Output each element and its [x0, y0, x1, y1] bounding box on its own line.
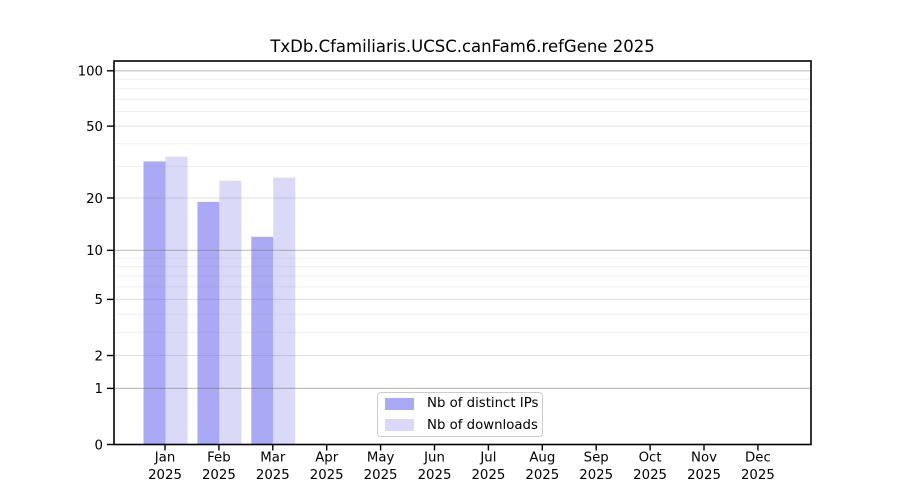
legend-swatch [385, 419, 414, 432]
x-tick-label-year-aug: 2025 [525, 468, 559, 483]
y-tick-label-100: 100 [78, 65, 103, 80]
x-tick-label-month-oct: Oct [639, 451, 662, 466]
bar-nb-of-distinct-ips-mar [251, 236, 274, 445]
y-tick-label-5: 5 [95, 293, 103, 308]
y-tick-label-50: 50 [86, 120, 103, 135]
x-tick-label-year-mar: 2025 [256, 468, 290, 483]
x-tick-label-year-feb: 2025 [202, 468, 236, 483]
x-tick-label-month-feb: Feb [207, 451, 231, 466]
legend-swatch [385, 397, 414, 410]
y-tick-label-2: 2 [95, 349, 103, 364]
x-tick-label-month-jul: Jul [479, 451, 496, 466]
x-tick-label-year-apr: 2025 [310, 468, 344, 483]
x-tick-label-month-mar: Mar [260, 451, 286, 466]
x-tick-label-year-jun: 2025 [418, 468, 452, 483]
legend-row: Nb of distinct IPs [385, 393, 542, 415]
bar-nb-of-distinct-ips-feb [197, 201, 220, 445]
x-tick-label-month-dec: Dec [745, 451, 771, 466]
x-tick-label-year-may: 2025 [364, 468, 398, 483]
y-tick-label-0: 0 [95, 438, 103, 453]
plot-border [113, 60, 812, 446]
bar-nb-of-downloads-mar [273, 177, 296, 445]
x-tick-label-year-jul: 2025 [471, 468, 505, 483]
y-tick-label-10: 10 [86, 244, 103, 259]
x-tick-label-month-apr: Apr [315, 451, 339, 466]
x-tick-label-month-jan: Jan [154, 451, 176, 466]
legend-label: Nb of distinct IPs [427, 396, 539, 412]
x-tick-label-month-sep: Sep [584, 451, 609, 466]
x-tick-label-month-may: May [367, 451, 395, 466]
bar-nb-of-downloads-feb [219, 180, 242, 445]
bar-nb-of-distinct-ips-jan [143, 161, 166, 445]
x-tick-label-month-nov: Nov [691, 451, 717, 466]
legend: Nb of distinct IPs Nb of downloads [377, 392, 543, 437]
x-tick-label-year-sep: 2025 [579, 468, 613, 483]
x-tick-label-year-dec: 2025 [741, 468, 775, 483]
y-tick-label-20: 20 [86, 192, 103, 207]
x-tick-label-month-aug: Aug [529, 451, 555, 466]
legend-row: Nb of downloads [385, 415, 542, 437]
bar-nb-of-downloads-jan [165, 156, 188, 445]
chart-title: TxDb.Cfamiliaris.UCSC.canFam6.refGene 20… [270, 37, 655, 56]
x-tick-label-year-oct: 2025 [633, 468, 667, 483]
x-tick-label-year-nov: 2025 [687, 468, 721, 483]
y-tick-label-1: 1 [95, 382, 103, 397]
x-tick-label-month-jun: Jun [423, 451, 445, 466]
x-tick-label-year-jan: 2025 [148, 468, 182, 483]
legend-label: Nb of downloads [427, 417, 538, 433]
